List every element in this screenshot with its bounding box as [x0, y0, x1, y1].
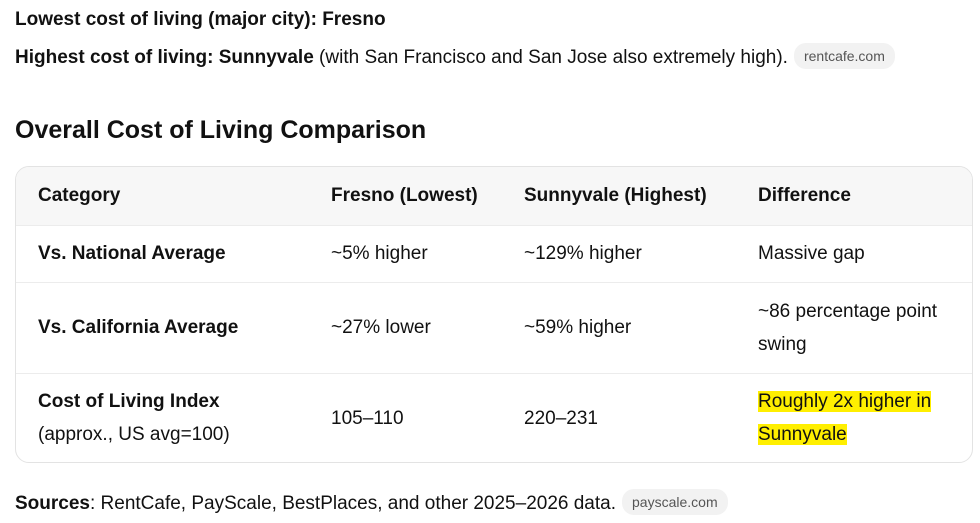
header-fresno: Fresno (Lowest): [331, 184, 478, 206]
sources-line: Sources: RentCafe, PayScale, BestPlaces,…: [15, 489, 728, 515]
row-sunnyvale: ~59% higher: [524, 317, 632, 338]
header-sunnyvale: Sunnyvale (Highest): [524, 184, 707, 206]
section-heading: Overall Cost of Living Comparison: [15, 116, 427, 144]
comparison-table: Category Fresno (Lowest) Sunnyvale (High…: [15, 166, 973, 463]
row-difference-cell: Roughly 2x higher in Sunnyvale: [736, 373, 972, 462]
row-category: Cost of Living Index: [38, 391, 220, 413]
lowest-cost-line: Lowest cost of living (major city): Fres…: [15, 9, 386, 30]
header-difference: Difference: [758, 184, 851, 206]
row-sunnyvale: ~129% higher: [524, 242, 642, 264]
payscale-source-chip[interactable]: payscale.com: [622, 489, 728, 515]
row-category: Vs. National Average: [38, 242, 226, 264]
highest-cost-label: Highest cost of living: Sunnyvale: [15, 47, 314, 68]
highest-cost-line: Highest cost of living: Sunnyvale (with …: [15, 43, 895, 69]
row-category-note: (approx., US avg=100): [38, 424, 230, 446]
row-fresno: 105–110: [331, 407, 404, 429]
row-fresno: ~27% lower: [331, 317, 431, 338]
row-difference: ~86 percentage point swing: [758, 300, 938, 355]
rentcafe-source-chip[interactable]: rentcafe.com: [793, 43, 895, 69]
table-header-row: Category Fresno (Lowest) Sunnyvale (High…: [16, 167, 972, 225]
table-row: Cost of Living Index (approx., US avg=10…: [16, 373, 972, 462]
header-category: Category: [38, 184, 121, 206]
row-category-cell: Cost of Living Index (approx., US avg=10…: [16, 373, 309, 462]
row-fresno: ~5% higher: [331, 242, 428, 264]
sources-label: Sources: [15, 493, 90, 514]
highest-cost-note: (with San Francisco and San Jose also ex…: [313, 47, 788, 68]
highlighted-difference: Roughly 2x higher in Sunnyvale: [758, 391, 932, 446]
table-row: Vs. National Average ~5% higher ~129% hi…: [16, 225, 972, 282]
table-row: Vs. California Average ~27% lower ~59% h…: [16, 282, 972, 373]
sources-text: : RentCafe, PayScale, BestPlaces, and ot…: [89, 493, 617, 514]
row-difference: Massive gap: [758, 242, 865, 264]
row-category: Vs. California Average: [38, 317, 239, 338]
row-sunnyvale: 220–231: [524, 407, 598, 429]
